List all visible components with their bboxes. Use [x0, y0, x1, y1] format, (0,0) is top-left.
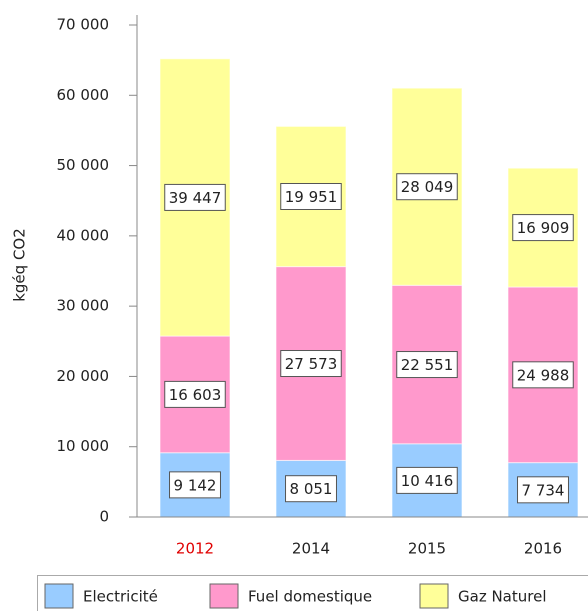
legend-swatch	[419, 583, 449, 609]
data-label-box	[285, 475, 337, 503]
legend-box	[37, 575, 588, 611]
x-tick-label: 2012	[176, 540, 214, 558]
data-label-text: 16 603	[169, 386, 222, 404]
y-tick-label: 10 000	[57, 437, 110, 455]
y-tick-label: 20 000	[57, 367, 110, 385]
data-label-box	[396, 466, 458, 494]
data-label-text: 19 951	[285, 188, 338, 206]
y-tick-label: 40 000	[57, 226, 110, 244]
data-label-text: 39 447	[169, 189, 222, 207]
data-label-box	[280, 350, 342, 378]
data-label-text: 10 416	[401, 472, 454, 490]
data-label-box	[169, 471, 221, 499]
data-label: 10 416	[396, 466, 458, 494]
data-label-text: 28 049	[401, 178, 454, 196]
x-tick-label: 2016	[524, 540, 562, 558]
data-label-box	[512, 214, 574, 242]
data-label-box	[164, 183, 226, 211]
data-label: 19 951	[280, 183, 342, 211]
data-label-box	[396, 173, 458, 201]
data-label: 7 734	[517, 476, 569, 504]
legend-label: Fuel domestique	[248, 588, 372, 606]
data-label-text: 22 551	[401, 356, 454, 374]
y-tick-label: 50 000	[57, 156, 110, 174]
data-label-text: 7 734	[522, 481, 565, 499]
legend-swatch	[44, 583, 74, 609]
data-label: 39 447	[164, 183, 226, 211]
data-label-box	[512, 361, 574, 389]
legend-swatch	[209, 583, 239, 609]
y-axis-label: kgéq CO2	[11, 228, 29, 302]
data-label: 8 051	[285, 475, 337, 503]
data-label: 16 603	[164, 380, 226, 408]
x-tick-label: 2014	[292, 540, 330, 558]
data-label: 16 909	[512, 214, 574, 242]
legend-label: Gaz Naturel	[458, 588, 547, 606]
data-label: 28 049	[396, 173, 458, 201]
y-tick-label: 30 000	[57, 297, 110, 315]
x-tick-label: 2015	[408, 540, 446, 558]
data-label: 27 573	[280, 350, 342, 378]
data-label-text: 9 142	[174, 476, 217, 494]
data-label: 9 142	[169, 471, 221, 499]
legend-label: Electricité	[83, 588, 158, 606]
y-tick-label: 60 000	[57, 86, 110, 104]
data-label-box	[517, 476, 569, 504]
data-label-text: 27 573	[285, 355, 338, 373]
data-label-box	[164, 380, 226, 408]
data-label-box	[396, 351, 458, 379]
data-label-text: 24 988	[517, 366, 570, 384]
y-tick-label: 0	[99, 508, 109, 526]
data-label: 24 988	[512, 361, 574, 389]
data-label-text: 16 909	[517, 219, 570, 237]
data-label-box	[280, 183, 342, 211]
data-label-text: 8 051	[290, 480, 333, 498]
data-label: 22 551	[396, 351, 458, 379]
y-tick-label: 70 000	[57, 16, 110, 34]
